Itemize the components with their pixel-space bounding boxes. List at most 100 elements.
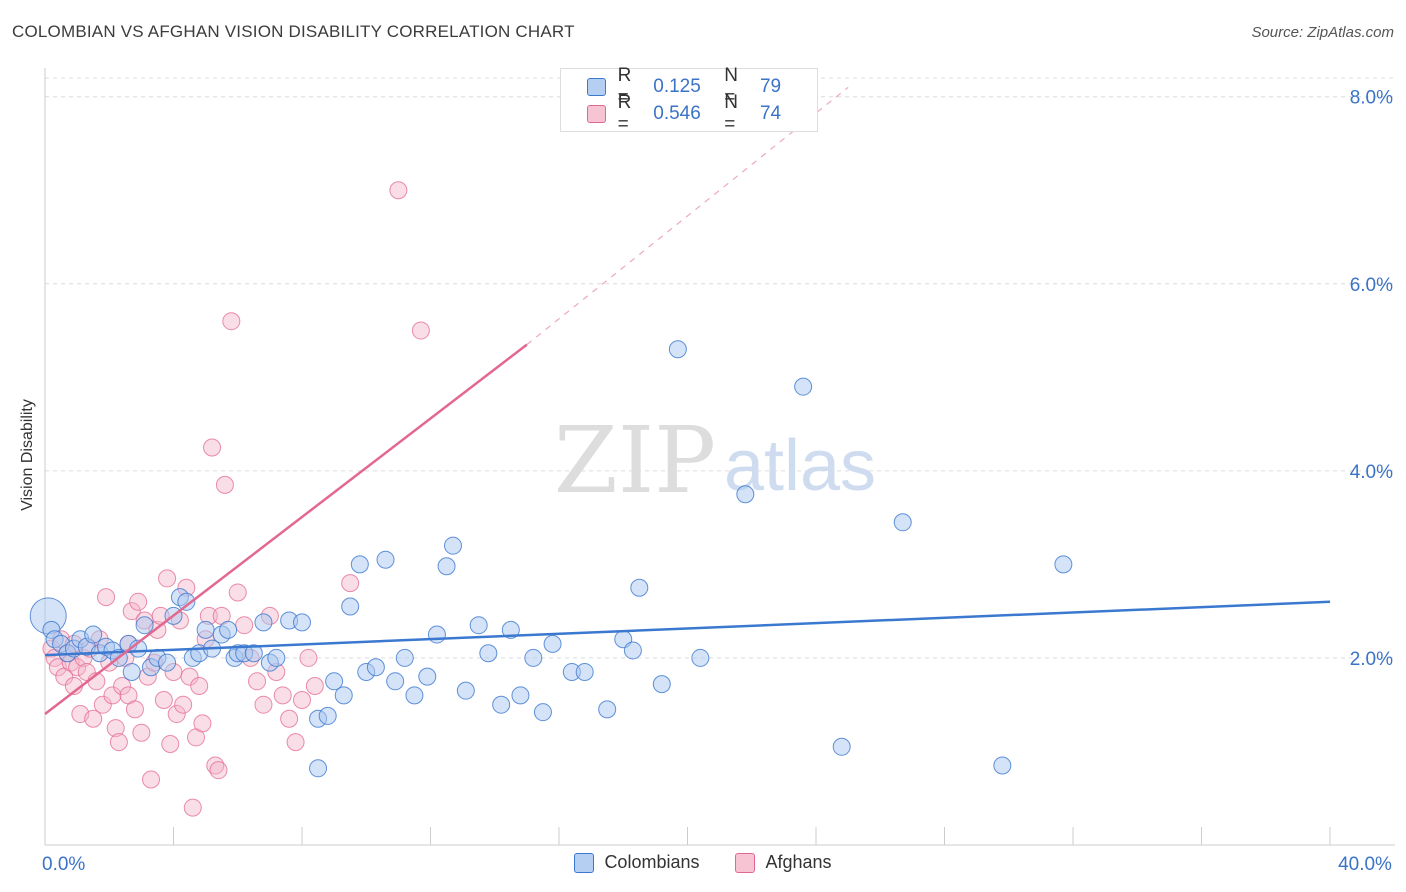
- colombian-point: [575, 662, 594, 681]
- legend-r-value: 0.125: [653, 76, 701, 97]
- colombian-point: [668, 340, 687, 359]
- afghan-point: [305, 676, 324, 695]
- legend-label-colombians: Colombians: [604, 852, 700, 872]
- colombian-point: [598, 700, 617, 719]
- afghan-point: [286, 733, 305, 752]
- colombian-point: [630, 578, 649, 597]
- colombian-point: [122, 662, 141, 681]
- legend-n-key: N =: [724, 65, 739, 108]
- afghan-point: [180, 667, 199, 686]
- legend-n-value: 74: [759, 103, 782, 124]
- afghan-point: [411, 321, 430, 340]
- colombian-point: [479, 644, 498, 663]
- series-legend: Colombians Afghans: [0, 852, 1406, 873]
- y-tick-label: 6.0%: [1350, 275, 1393, 296]
- afghan-point: [142, 770, 161, 789]
- afghan-point: [235, 616, 254, 635]
- legend-row-afghans: R = 0.546 N = 74: [587, 92, 817, 135]
- colombian-point: [623, 641, 642, 660]
- afghan-point: [203, 438, 222, 457]
- afghan-point: [106, 719, 125, 738]
- afghan-point: [293, 691, 311, 710]
- afghan-point: [254, 695, 273, 714]
- colombian-point: [443, 536, 462, 555]
- y-tick-label: 8.0%: [1350, 88, 1393, 109]
- afghan-point: [93, 695, 112, 714]
- legend-n-key: N =: [724, 92, 739, 135]
- afghan-point: [190, 676, 209, 695]
- colombian-point: [341, 597, 360, 616]
- colombian-point: [893, 513, 912, 532]
- y-tick-label: 4.0%: [1350, 462, 1393, 483]
- colombian-point: [652, 675, 671, 694]
- colombian-point: [501, 620, 520, 639]
- afghan-point: [97, 588, 116, 607]
- afghan-point: [183, 798, 202, 817]
- colombian-point: [254, 613, 273, 632]
- colombian-point: [244, 644, 263, 663]
- colombian-point: [177, 592, 196, 611]
- afghan-point: [280, 709, 299, 728]
- colombian-point: [84, 625, 103, 644]
- colombian-point: [492, 695, 511, 714]
- legend-swatch-afghans: [735, 852, 756, 873]
- colombian-point: [993, 756, 1012, 775]
- chart-title: COLOMBIAN VS AFGHAN VISION DISABILITY CO…: [12, 22, 575, 41]
- colombian-point: [366, 658, 385, 677]
- x-tick-label: 0.0%: [42, 854, 85, 875]
- legend-item-colombians[interactable]: Colombians: [574, 852, 699, 873]
- colombian-point: [325, 672, 344, 691]
- series-afghans: [42, 181, 430, 817]
- legend-label-afghans: Afghans: [765, 852, 832, 872]
- afghan-point: [215, 475, 234, 494]
- colombian-point: [469, 616, 488, 635]
- colombian-point: [794, 377, 813, 396]
- grid-lines: [45, 77, 1395, 659]
- afghan-point: [122, 602, 141, 621]
- afghans-trend-extension: [526, 86, 849, 346]
- colombian-point: [543, 634, 562, 653]
- legend-r-key: R =: [617, 65, 632, 108]
- y-tick-label: 2.0%: [1350, 649, 1393, 670]
- afghan-point: [248, 672, 267, 691]
- watermark-zip: ZIP: [554, 407, 716, 514]
- colombians-trend-line: [44, 600, 1331, 657]
- source-label: Source: ZipAtlas.com: [1251, 24, 1394, 41]
- colombian-point: [511, 686, 530, 705]
- colombian-point: [219, 620, 238, 639]
- afghan-point: [228, 583, 247, 602]
- tick-labels: 2.0% 4.0% 6.0% 8.0% 0.0% 40.0%: [42, 88, 1393, 875]
- afghan-point: [167, 705, 186, 724]
- colombian-point: [376, 550, 395, 569]
- colombian-point: [267, 648, 286, 667]
- colombian-point: [691, 648, 710, 667]
- colombian-point: [405, 686, 424, 705]
- afghan-point: [154, 691, 173, 710]
- colombian-point: [309, 759, 328, 778]
- colombian-point: [832, 737, 851, 756]
- colombian-point: [456, 681, 475, 700]
- colombian-point: [736, 485, 755, 504]
- colombian-point: [158, 653, 177, 672]
- afghan-point: [389, 181, 408, 200]
- colombian-point: [293, 613, 311, 632]
- afghan-point: [68, 658, 87, 677]
- legend-row-colombians: R = 0.125 N = 79: [587, 65, 817, 108]
- afghan-point: [273, 686, 292, 705]
- afghan-point: [129, 592, 148, 611]
- colombian-point: [334, 686, 353, 705]
- colombian-point: [533, 703, 552, 722]
- colombian-point: [427, 625, 446, 644]
- colombian-point: [386, 672, 405, 691]
- colombian-point: [524, 648, 543, 667]
- trend-lines: [44, 86, 1331, 716]
- afghan-point: [174, 695, 193, 714]
- afghan-point: [125, 700, 144, 719]
- afghan-point: [84, 709, 103, 728]
- afghan-point: [341, 574, 360, 593]
- colombian-point: [350, 555, 369, 574]
- afghan-point: [161, 734, 180, 753]
- legend-swatch-colombians: [587, 78, 606, 96]
- legend-item-afghans[interactable]: Afghans: [735, 852, 832, 873]
